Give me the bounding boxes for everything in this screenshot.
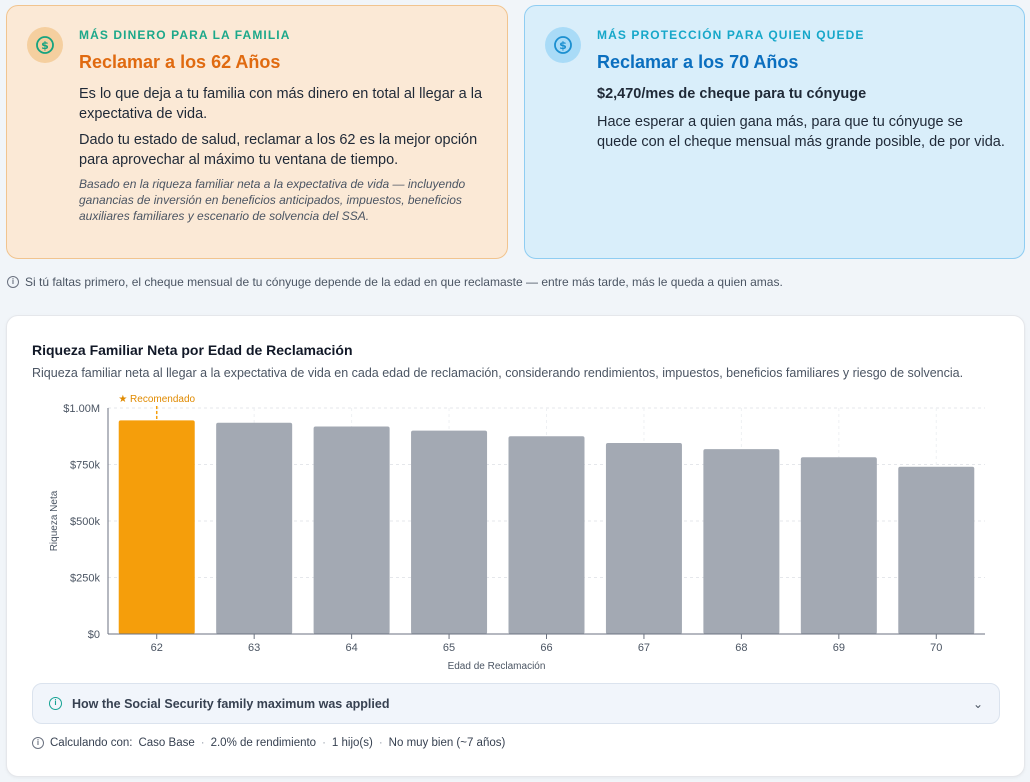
x-tick-label: 68 <box>735 642 747 654</box>
bar <box>411 430 488 634</box>
bar <box>800 457 877 634</box>
y-tick-label: $1.00M <box>63 403 100 415</box>
info-icon: i <box>32 737 44 749</box>
chevron-down-icon: ⌄ <box>972 696 983 711</box>
y-tick-label: $750k <box>70 460 100 472</box>
x-tick-label: 69 <box>833 642 845 654</box>
separator: · <box>378 737 383 749</box>
bar <box>508 436 585 634</box>
svg-text:$: $ <box>559 39 567 52</box>
calc-health: No muy bien (~7 años) <box>388 737 506 749</box>
bar <box>313 426 390 634</box>
info-text: Si tú faltas primero, el cheque mensual … <box>25 275 783 289</box>
x-tick-label: 66 <box>540 642 552 654</box>
card-eyebrow: MÁS PROTECCIÓN PARA QUIEN QUEDE <box>597 28 865 42</box>
chart-title: Riqueza Familiar Neta por Edad de Reclam… <box>32 342 353 358</box>
card-title: Reclamar a los 62 Años <box>79 52 281 72</box>
spouse-info-note: i Si tú faltas primero, el cheque mensua… <box>7 275 783 289</box>
y-tick-label: $0 <box>88 629 100 641</box>
spouse-protection-card: $ MÁS PROTECCIÓN PARA QUIEN QUEDE Reclam… <box>524 5 1025 259</box>
separator: · <box>200 737 205 749</box>
separator: · <box>322 737 326 749</box>
calc-children: 1 hijo(s) <box>331 737 373 749</box>
svg-text:$: $ <box>41 39 49 52</box>
family-maximum-accordion[interactable]: i How the Social Security family maximum… <box>32 683 1000 724</box>
accordion-label: How the Social Security family maximum w… <box>72 696 390 711</box>
bar <box>703 449 780 634</box>
bar <box>216 422 293 634</box>
calc-rate: 2.0% de rendimiento <box>210 737 317 749</box>
family-money-card: $ MÁS DINERO PARA LA FAMILIA Reclamar a … <box>6 5 508 259</box>
x-tick-label: 64 <box>345 642 357 654</box>
card-paragraph: Hace esperar a quien gana más, para que … <box>597 114 1005 150</box>
card-body: $2,470/mes de cheque para tu cónyuge Hac… <box>597 84 1007 158</box>
recommended-label: ★ Recomendado <box>118 394 195 405</box>
card-eyebrow: MÁS DINERO PARA LA FAMILIA <box>79 28 291 42</box>
card-footnote: Basado en la riqueza familiar neta a la … <box>79 177 466 223</box>
x-tick-label: 62 <box>151 642 163 654</box>
bar-chart: $0 $250k $500k $750k $1.00M 62 63 64 65 66 67 68 69 7… <box>49 394 985 671</box>
x-tick-label: 63 <box>248 642 260 654</box>
x-axis-label: Edad de Reclamación <box>448 661 546 671</box>
y-tick-label: $250k <box>70 573 100 585</box>
bar <box>898 466 975 634</box>
chart-subtitle: Riqueza familiar neta al llegar a la exp… <box>32 366 964 380</box>
x-tick-label: 65 <box>443 642 455 654</box>
dollar-coin-icon: $ <box>27 27 63 63</box>
card-paragraph: Es lo que deja a tu familia con más dine… <box>79 86 483 122</box>
y-axis-label: Riqueza Neta <box>49 490 60 551</box>
card-title: Reclamar a los 70 Años <box>597 52 799 72</box>
info-icon: i <box>49 697 62 710</box>
bar <box>118 420 195 634</box>
card-body: Es lo que deja a tu familia con más dine… <box>79 84 489 230</box>
x-tick-label: 70 <box>930 642 942 654</box>
x-tick-label: 67 <box>638 642 650 654</box>
net-wealth-chart-card: Riqueza Familiar Neta por Edad de Reclam… <box>6 315 1025 777</box>
calculation-summary: i Calculando con: Caso Base · 2.0% de re… <box>32 737 505 749</box>
spouse-check-amount: $2,470/mes de cheque para tu cónyuge <box>597 86 867 102</box>
calc-scenario: Caso Base <box>138 737 195 749</box>
card-paragraph: Dado tu estado de salud, reclamar a los … <box>79 132 478 168</box>
info-icon: i <box>7 276 19 288</box>
bar <box>605 443 682 634</box>
calc-prefix: Calculando con: <box>50 737 133 749</box>
dollar-coin-icon: $ <box>545 27 581 63</box>
y-tick-label: $500k <box>70 516 100 528</box>
